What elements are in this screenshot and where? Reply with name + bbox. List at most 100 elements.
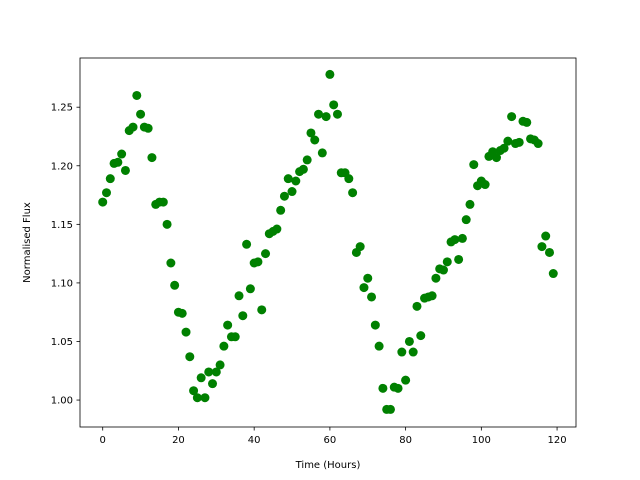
data-point — [238, 311, 248, 321]
data-point — [215, 360, 225, 370]
x-axis-label: Time (Hours) — [295, 460, 361, 471]
data-point — [416, 331, 426, 341]
x-tick-label: 100 — [472, 435, 491, 446]
x-tick-label: 120 — [548, 435, 567, 446]
data-point — [442, 257, 452, 267]
data-point — [491, 153, 501, 163]
data-point — [283, 174, 293, 184]
data-point — [548, 269, 558, 279]
data-point — [242, 239, 252, 249]
data-point — [480, 180, 490, 190]
data-point — [234, 291, 244, 301]
x-tick-label: 0 — [100, 435, 106, 446]
data-point — [344, 174, 354, 184]
data-point — [143, 123, 153, 133]
data-point — [355, 242, 365, 252]
data-point — [276, 205, 286, 215]
y-axis-label: Normalised Flux — [22, 202, 33, 283]
data-point — [102, 188, 111, 198]
y-tick-label: 1.25 — [51, 103, 73, 114]
y-tick-label: 1.05 — [51, 337, 73, 348]
data-point — [317, 148, 327, 158]
y-tick-label: 1.15 — [51, 220, 73, 231]
data-point — [181, 327, 191, 337]
data-point — [253, 257, 263, 267]
data-point — [522, 117, 532, 127]
data-point — [367, 292, 377, 302]
data-point — [454, 254, 464, 264]
data-point — [370, 320, 380, 330]
x-axis-ticks: 0 20 40 60 80 100 120 — [100, 427, 567, 446]
data-point — [136, 109, 146, 119]
data-point — [325, 69, 335, 79]
data-point — [393, 383, 403, 393]
data-point — [457, 233, 467, 243]
data-point — [503, 136, 513, 146]
data-point — [117, 149, 127, 159]
data-point — [185, 352, 195, 362]
data-point — [359, 283, 369, 293]
data-point — [200, 393, 210, 403]
data-point — [223, 320, 233, 330]
data-point — [204, 367, 214, 377]
data-points — [98, 69, 558, 414]
data-point — [257, 305, 267, 315]
data-point — [438, 265, 448, 275]
data-point — [469, 160, 479, 170]
data-point — [412, 301, 422, 311]
data-point — [408, 347, 418, 357]
data-point — [261, 249, 271, 259]
data-point — [219, 341, 229, 351]
x-tick-label: 20 — [172, 435, 185, 446]
data-point — [397, 347, 407, 357]
y-axis-ticks: 1.00 1.05 1.10 1.15 1.20 1.25 — [51, 103, 80, 407]
data-point — [166, 258, 176, 268]
data-point — [208, 379, 218, 389]
axes-frame — [79, 57, 577, 428]
data-point — [545, 247, 554, 257]
data-point — [348, 188, 358, 198]
data-point — [378, 383, 388, 393]
data-point — [427, 291, 437, 301]
data-point — [461, 215, 471, 225]
data-point — [385, 404, 395, 414]
data-point — [245, 284, 255, 294]
data-point — [279, 191, 289, 201]
data-point — [177, 308, 187, 318]
data-point — [363, 273, 373, 283]
data-point — [196, 373, 206, 383]
data-point — [374, 341, 384, 351]
data-point — [306, 128, 316, 138]
data-point — [499, 143, 509, 153]
data-point — [314, 109, 324, 119]
data-point — [450, 235, 460, 245]
data-point — [147, 153, 157, 163]
data-point — [132, 90, 142, 100]
data-point — [113, 157, 123, 167]
data-point — [541, 231, 551, 241]
data-point — [98, 197, 108, 207]
data-point — [465, 199, 475, 209]
data-point — [533, 139, 543, 149]
data-point — [332, 109, 342, 119]
data-point — [514, 137, 524, 147]
data-point — [537, 242, 547, 252]
data-point — [401, 375, 411, 385]
data-point — [329, 100, 339, 110]
data-point — [431, 273, 441, 283]
data-point — [189, 386, 199, 396]
x-tick-label: 40 — [248, 435, 261, 446]
data-point — [105, 174, 115, 184]
data-point — [272, 224, 282, 234]
data-point — [302, 155, 312, 165]
data-point — [211, 367, 221, 377]
data-point — [120, 165, 130, 175]
data-point — [291, 176, 301, 186]
y-tick-label: 1.20 — [51, 161, 73, 172]
data-point — [298, 164, 308, 174]
data-point — [230, 332, 240, 342]
data-point — [404, 336, 414, 346]
data-point — [321, 112, 331, 122]
data-point — [162, 219, 172, 229]
